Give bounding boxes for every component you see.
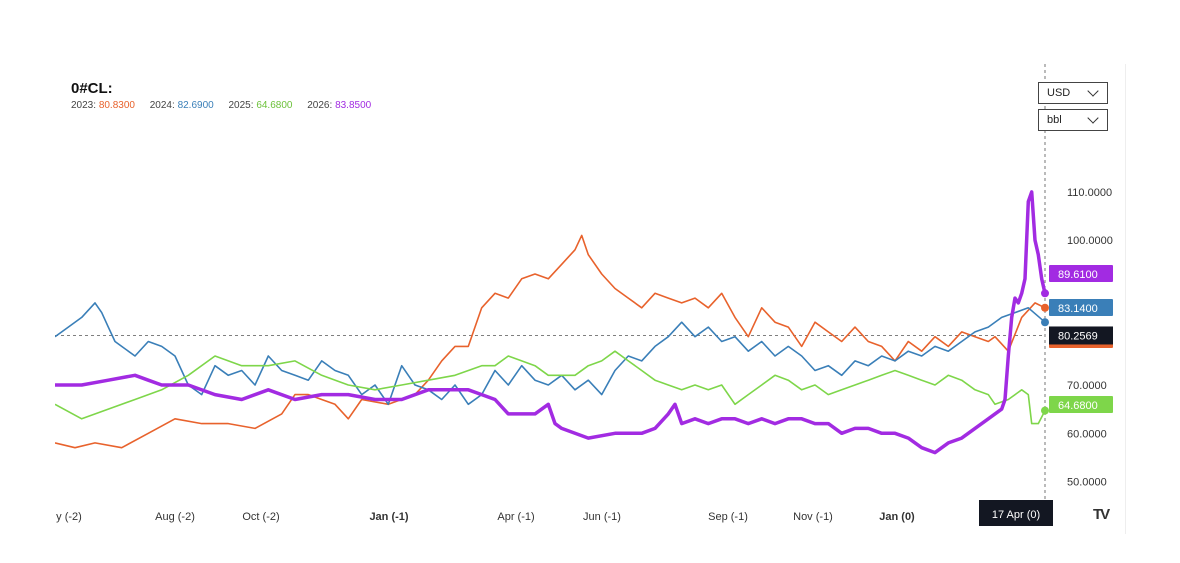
chart-title: 0#CL: — [71, 80, 113, 97]
legend-item-2025: 2025: 64.6800 — [228, 100, 293, 111]
currency-select-value: USD — [1047, 87, 1071, 99]
tradingview-logo-icon: TV — [1093, 506, 1110, 523]
legend-item-2026: 2026: 83.8500 — [307, 100, 372, 111]
chevron-down-icon — [1087, 85, 1099, 97]
currency-select[interactable]: USD — [1038, 82, 1108, 104]
x-tick-label: Oct (-2) — [242, 511, 279, 523]
x-tick-label: Apr (-1) — [497, 511, 534, 523]
svg-text:89.6100: 89.6100 — [1058, 269, 1098, 281]
y-tick-label: 110.0000 — [1067, 187, 1112, 199]
price-chart[interactable]: 110.0000 100.0000 70.0000 60.0000 50.0000 89.… — [55, 64, 1125, 534]
y-tick-label: 50.0000 — [1067, 477, 1107, 489]
unit-select[interactable]: bbl — [1038, 109, 1108, 131]
x-tick-label: Sep (-1) — [708, 511, 748, 523]
y-tick-label: 100.0000 — [1067, 235, 1113, 247]
legend-value-2025: 64.6800 — [256, 100, 293, 111]
x-tick-label: Nov (-1) — [793, 511, 833, 523]
legend-value-2023: 80.8300 — [98, 100, 135, 111]
series-end-marker-2025 — [1041, 406, 1049, 415]
y-tick-label: 70.0000 — [1067, 380, 1107, 392]
price-badge-2025: 64.6800 — [1049, 396, 1113, 413]
x-tick-label: Jan (0) — [879, 511, 915, 523]
series-end-marker-2026 — [1041, 289, 1049, 298]
x-tick-label: y (-2) — [56, 511, 82, 523]
legend-item-2024: 2024: 82.6900 — [149, 100, 214, 111]
crosshair-date-badge: 17 Apr (0) — [979, 500, 1053, 526]
unit-select-value: bbl — [1047, 114, 1062, 126]
series-end-marker-2023 — [1041, 303, 1049, 312]
y-tick-label: 60.0000 — [1067, 428, 1107, 440]
x-tick-label: Aug (-2) — [155, 511, 195, 523]
legend-value-2024: 82.6900 — [177, 100, 214, 111]
series-line-2025 — [55, 350, 1046, 425]
svg-text:83.1400: 83.1400 — [1058, 303, 1098, 315]
chart-frame: 110.0000 100.0000 70.0000 60.0000 50.0000 89.… — [55, 64, 1126, 534]
legend-name-2024: 2024 — [149, 100, 172, 111]
legend-name-2026: 2026 — [307, 100, 330, 111]
legend-name-2023: 2023 — [71, 100, 94, 111]
legend-name-2025: 2025 — [228, 100, 251, 111]
svg-text:64.6800: 64.6800 — [1058, 400, 1098, 412]
crosshair-price-badge: 80.2569 — [1049, 326, 1113, 345]
x-tick-label: Jun (-1) — [583, 511, 621, 523]
price-badge-2026: 89.6100 — [1049, 265, 1113, 282]
svg-text:80.2569: 80.2569 — [1058, 330, 1098, 342]
legend: 2023: 80.8300 2024: 82.6900 2025: 64.680… — [71, 100, 383, 111]
price-badge-2024: 83.1400 — [1049, 299, 1113, 316]
series-end-marker-2024 — [1041, 318, 1049, 327]
legend-item-2023: 2023: 80.8300 — [71, 100, 135, 111]
series-line-2026 — [55, 190, 1047, 455]
series-line-2024 — [55, 302, 1046, 406]
x-tick-label: Jan (-1) — [369, 511, 408, 523]
legend-value-2026: 83.8500 — [335, 100, 372, 111]
series-line-2023 — [55, 234, 1046, 449]
chevron-down-icon — [1087, 112, 1099, 124]
svg-text:17 Apr (0): 17 Apr (0) — [992, 509, 1040, 521]
